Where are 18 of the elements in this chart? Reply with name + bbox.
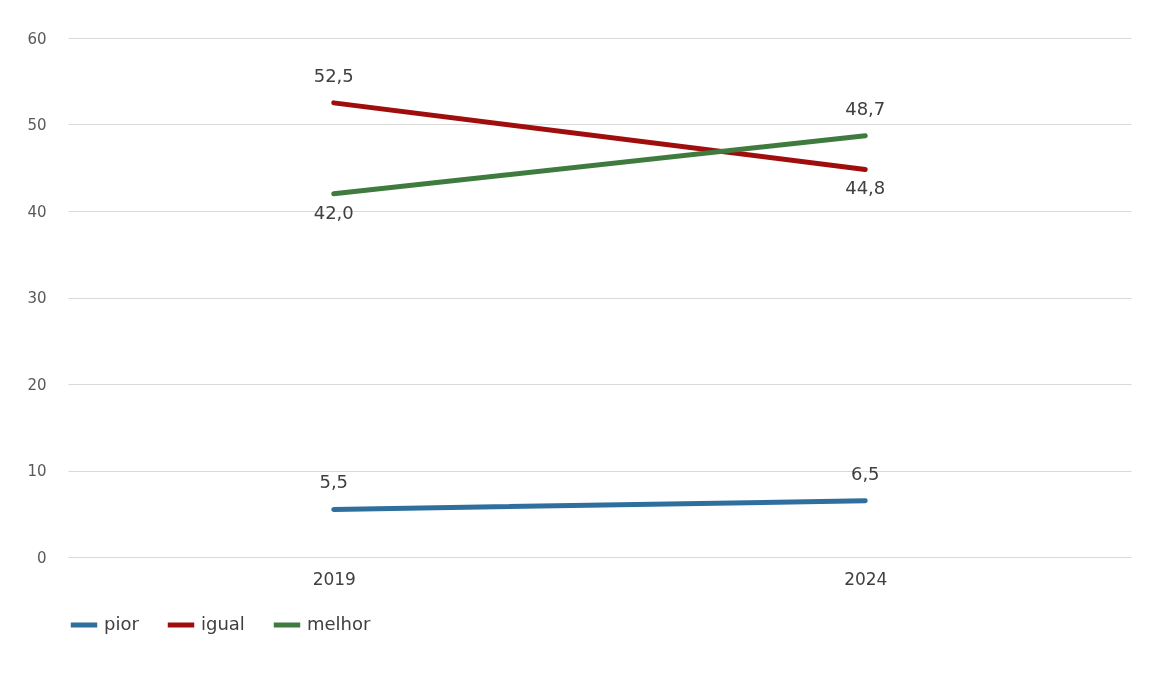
legend-label: melhor: [307, 613, 372, 634]
y-tick-label: 60: [27, 29, 47, 48]
data-label: 6,5: [850, 462, 880, 484]
data-label: 44,8: [845, 177, 886, 199]
y-tick-label: 20: [27, 375, 47, 394]
y-tick-label: 40: [27, 202, 47, 221]
legend-label: pior: [104, 613, 140, 634]
legend-label: igual: [201, 613, 245, 634]
x-tick-label: 2019: [312, 568, 356, 589]
data-label: 5,5: [319, 471, 349, 493]
y-tick-label: 30: [27, 289, 47, 307]
y-tick-label: 0: [36, 548, 47, 567]
y-tick-label: 10: [27, 462, 47, 480]
data-label: 42,0: [313, 201, 354, 223]
y-tick-label: 50: [27, 116, 47, 134]
data-label: 52,5: [313, 64, 354, 86]
x-tick-label: 2024: [844, 568, 888, 589]
data-label: 48,7: [845, 97, 886, 119]
